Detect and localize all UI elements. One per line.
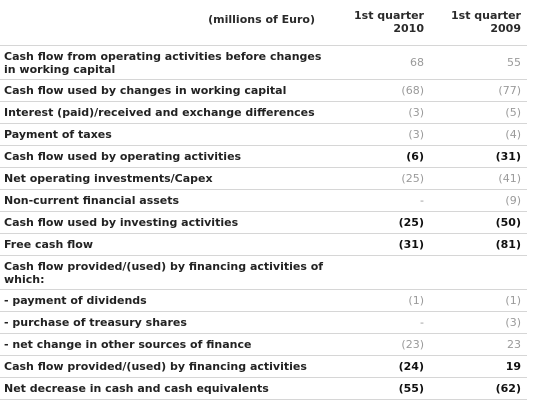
table-row: - purchase of treasury shares - (3) — [0, 311, 527, 334]
value-q1-2009: (3) — [430, 311, 527, 334]
table-row-total: Cash flow used by investing activities (… — [0, 211, 527, 234]
table-row: Net operating investments/Capex (25) (41… — [0, 167, 527, 190]
table-row-total: Cash flow provided/(used) by financing a… — [0, 355, 527, 378]
value-q1-2010: (68) — [333, 79, 430, 102]
column-header-q1-2009-line1: 1st quarter — [451, 9, 521, 22]
value-q1-2010: (1) — [333, 289, 430, 312]
table-header-row: (millions of Euro) 1st quarter 2010 1st … — [0, 0, 527, 46]
table-row: Payment of taxes (3) (4) — [0, 123, 527, 146]
value-q1-2009: 23 — [430, 333, 527, 356]
table-row: Interest (paid)/received and exchange di… — [0, 101, 527, 124]
value-q1-2010 — [333, 255, 430, 290]
table-row: Non-current financial assets - (9) — [0, 189, 527, 212]
value-q1-2010: (25) — [333, 167, 430, 190]
row-label: Cash flow used by investing activities — [0, 211, 333, 234]
value-q1-2009: (1) — [430, 289, 527, 312]
value-q1-2009: 55 — [430, 45, 527, 80]
row-label: Free cash flow — [0, 233, 333, 256]
row-label: Cash flow used by operating activities — [0, 145, 333, 168]
table-row-total: Cash flow used by operating activities (… — [0, 145, 527, 168]
value-q1-2009: (31) — [430, 145, 527, 168]
row-label: - net change in other sources of finance — [0, 333, 333, 356]
value-q1-2010: (55) — [333, 377, 430, 400]
value-q1-2009: (41) — [430, 167, 527, 190]
value-q1-2010: (3) — [333, 123, 430, 146]
table-row-total: Free cash flow (31) (81) — [0, 233, 527, 256]
value-q1-2009: (4) — [430, 123, 527, 146]
value-q1-2010: 68 — [333, 45, 430, 80]
row-label: Cash flow from operating activities befo… — [0, 45, 333, 80]
value-q1-2010: - — [333, 311, 430, 334]
value-q1-2009 — [430, 255, 527, 290]
value-q1-2010: (6) — [333, 145, 430, 168]
row-label: - purchase of treasury shares — [0, 311, 333, 334]
row-label: Cash flow provided/(used) by financing a… — [0, 255, 333, 290]
table-row: Cash flow provided/(used) by financing a… — [0, 255, 527, 290]
row-label: Net decrease in cash and cash equivalent… — [0, 377, 333, 400]
row-label: Net operating investments/Capex — [0, 167, 333, 190]
table-unit-title: (millions of Euro) — [208, 13, 315, 26]
column-header-q1-2010: 1st quarter 2010 — [333, 0, 430, 46]
row-label: - payment of dividends — [0, 289, 333, 312]
value-q1-2009: 19 — [430, 355, 527, 378]
value-q1-2009: (9) — [430, 189, 527, 212]
value-q1-2009: (62) — [430, 377, 527, 400]
value-q1-2009: (81) — [430, 233, 527, 256]
column-header-q1-2009-line2: 2009 — [490, 22, 521, 35]
column-header-q1-2010-line2: 2010 — [393, 22, 424, 35]
value-q1-2010: (24) — [333, 355, 430, 378]
value-q1-2009: (77) — [430, 79, 527, 102]
row-label: Cash flow used by changes in working cap… — [0, 79, 333, 102]
table-row: - net change in other sources of finance… — [0, 333, 527, 356]
row-label: Payment of taxes — [0, 123, 333, 146]
row-label: Cash flow provided/(used) by financing a… — [0, 355, 333, 378]
value-q1-2010: (23) — [333, 333, 430, 356]
value-q1-2009: (5) — [430, 101, 527, 124]
table-row: - payment of dividends (1) (1) — [0, 289, 527, 312]
row-label: Non-current financial assets — [0, 189, 333, 212]
column-header-q1-2009: 1st quarter 2009 — [430, 0, 527, 46]
table-row-total: Net decrease in cash and cash equivalent… — [0, 377, 527, 400]
cash-flow-table: (millions of Euro) 1st quarter 2010 1st … — [0, 0, 527, 400]
row-label: Interest (paid)/received and exchange di… — [0, 101, 333, 124]
value-q1-2010: (25) — [333, 211, 430, 234]
column-header-q1-2010-line1: 1st quarter — [354, 9, 424, 22]
table-row: Cash flow from operating activities befo… — [0, 45, 527, 80]
value-q1-2010: (3) — [333, 101, 430, 124]
value-q1-2009: (50) — [430, 211, 527, 234]
value-q1-2010: - — [333, 189, 430, 212]
value-q1-2010: (31) — [333, 233, 430, 256]
table-row: Cash flow used by changes in working cap… — [0, 79, 527, 102]
